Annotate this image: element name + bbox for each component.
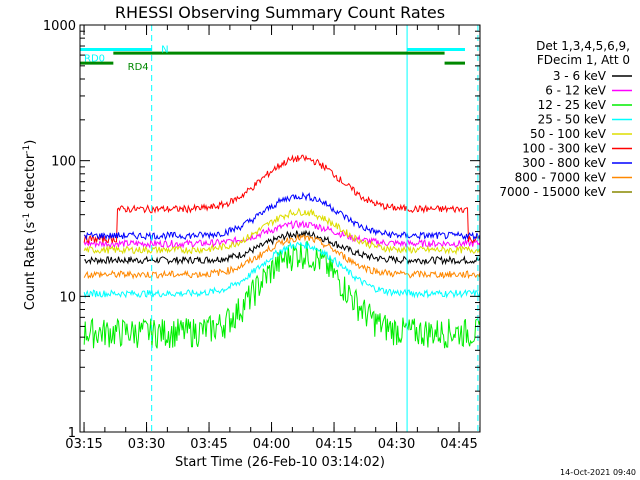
flag-label-rd0: RD0 — [84, 53, 105, 64]
x-axis-label: Start Time (26-Feb-10 03:14:02) — [175, 455, 385, 470]
y-tick-label-1: 10 — [59, 290, 76, 305]
x-tick-label-4: 04:15 — [315, 437, 352, 452]
series-line-7 — [83, 234, 481, 280]
chart-title: RHESSI Observing Summary Count Rates — [115, 3, 445, 22]
legend-label-0: 3 - 6 keV — [553, 69, 607, 83]
series-line-0 — [83, 229, 481, 266]
series-line-6 — [83, 191, 481, 242]
y-axis-label-part: Count Rate (s — [23, 222, 38, 311]
series-line-1 — [83, 220, 481, 249]
legend-header-line-2: FDecim 1, Att 0 — [537, 53, 630, 67]
series-line-4 — [83, 207, 481, 256]
legend-label-2: 12 - 25 keV — [538, 98, 607, 112]
y-axis-label-part: ) — [23, 140, 38, 145]
series-line-2 — [83, 240, 481, 349]
y-axis-label-sup: -1 — [22, 213, 32, 222]
legend-label-7: 800 - 7000 keV — [515, 171, 607, 185]
plot-area: RD0 RD4 N 1 10 100 1000 03:15 03:30 03:45 04:00 04:… — [43, 19, 481, 452]
flag-label-rd4: RD4 — [128, 62, 149, 73]
x-tick-label-6: 04:45 — [440, 437, 477, 452]
legend-label-6: 300 - 800 keV — [522, 156, 606, 170]
y-axis-label-part: detector — [23, 153, 38, 213]
axes-frame — [79, 24, 481, 433]
legend-label-1: 6 - 12 keV — [545, 84, 607, 98]
x-tick-label-3: 04:00 — [253, 437, 290, 452]
flag-label-n: N — [161, 44, 168, 55]
y-tick-label-3: 1000 — [43, 19, 76, 34]
x-tick-label-1: 03:30 — [128, 437, 165, 452]
y-tick-label-0: 1 — [68, 426, 76, 441]
legend-label-4: 50 - 100 keV — [530, 127, 607, 141]
x-tick-label-0: 03:15 — [65, 437, 102, 452]
x-tick-label-5: 04:30 — [378, 437, 415, 452]
y-tick-label-2: 100 — [51, 155, 76, 170]
legend-label-3: 25 - 50 keV — [538, 113, 607, 127]
x-tick-label-2: 03:45 — [190, 437, 227, 452]
legend-label-8: 7000 - 15000 keV — [499, 185, 606, 199]
footer-timestamp: 14-Oct-2021 09:40 — [560, 468, 636, 477]
legend-label-5: 100 - 300 keV — [522, 142, 606, 156]
series-line-5 — [83, 154, 481, 244]
y-axis-label-sup: -1 — [22, 145, 32, 154]
series-line-3 — [83, 241, 481, 299]
y-axis-label: Count Rate (s-1 detector-1) — [22, 140, 38, 311]
legend-header-line-1: Det 1,3,4,5,6,9, — [536, 39, 630, 53]
